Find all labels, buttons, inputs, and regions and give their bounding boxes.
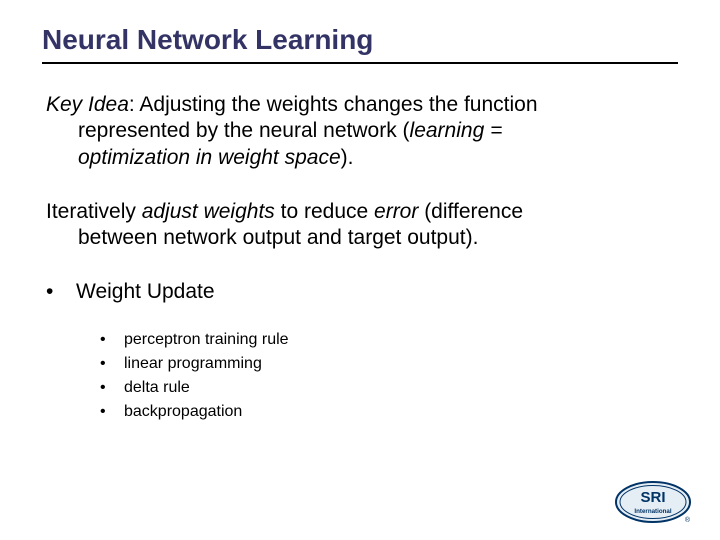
key-idea-label: Key Idea [46,93,129,116]
text-fragment: : Adjusting the weights changes the func… [129,93,538,116]
text-fragment: between network output and target output… [46,225,678,251]
sub-bullet-list: •perceptron training rule •linear progra… [42,328,678,424]
svg-text:®: ® [685,516,691,524]
bullet-label: backpropagation [124,403,242,420]
list-item: •delta rule [100,376,678,400]
bullet-label: linear programming [124,355,262,372]
list-item: •linear programming [100,352,678,376]
bullet-marker: • [100,352,124,376]
bullet-label: delta rule [124,379,190,396]
text-fragment: ). [341,146,354,169]
text-fragment: error [374,200,418,223]
list-item: •perceptron training rule [100,328,678,352]
text-fragment: optimization in weight space [78,146,341,169]
bullet-marker: • [100,400,124,424]
bullet-label: perceptron training rule [124,331,289,348]
logo-text-top: SRI [640,489,665,506]
text-fragment: learning = [410,119,503,142]
text-fragment: represented by the neural network ( [78,119,410,142]
sri-logo: SRI International ® [614,480,692,524]
bullet-marker: • [100,328,124,352]
bullet-label: Weight Update [76,280,215,303]
iterative-paragraph: Iteratively adjust weights to reduce err… [42,199,678,252]
list-item: •backpropagation [100,400,678,424]
text-fragment: to reduce [275,200,374,223]
bullet-marker: • [100,376,124,400]
bullet-weight-update: •Weight Update [42,279,678,305]
logo-text-bottom: International [634,508,671,515]
bullet-marker: • [46,279,76,305]
text-fragment: Iteratively [46,200,142,223]
key-idea-paragraph: Key Idea: Adjusting the weights changes … [42,92,678,171]
slide: Neural Network Learning Key Idea: Adjust… [0,0,720,540]
text-fragment: (difference [418,200,523,223]
text-fragment: adjust weights [142,200,275,223]
slide-title: Neural Network Learning [42,24,678,64]
